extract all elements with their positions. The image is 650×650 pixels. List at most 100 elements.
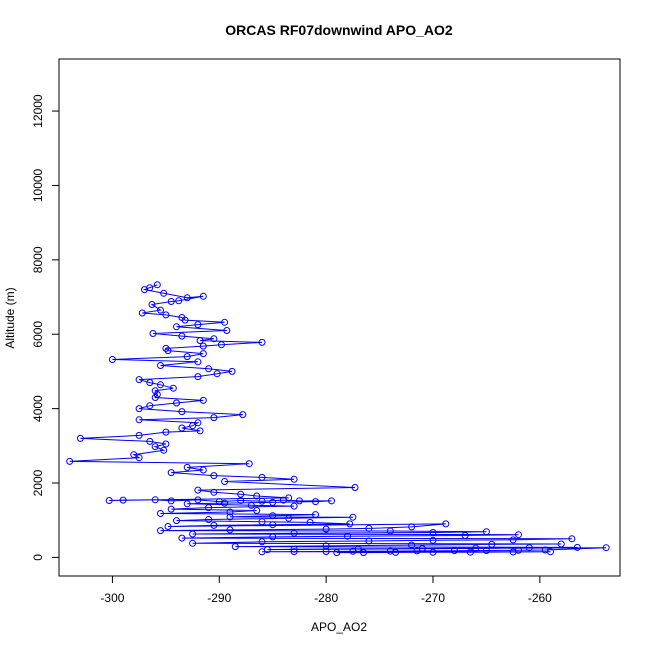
data-point [162,440,170,448]
data-point [141,286,148,294]
data-point [173,399,180,407]
data-point [210,488,218,496]
data-point [333,549,341,557]
data-point [146,379,154,387]
data-point [344,532,351,540]
data-point [258,538,266,546]
data-point [205,365,213,373]
y-tick-label: 8000 [31,246,45,273]
data-point [199,466,207,474]
data-point [199,350,207,358]
data-point [130,451,138,459]
data-point [349,513,357,521]
data-point [196,427,204,435]
data-point [148,301,156,308]
data-point [157,381,164,389]
data-point [488,540,496,548]
data-point [217,341,225,349]
data-point [135,454,143,462]
data-point [199,342,207,350]
data-point [258,338,266,346]
x-tick-label: -290 [207,591,231,605]
y-tick-label: 4000 [31,395,45,422]
data-point [413,547,421,555]
data-point [162,428,170,436]
data-point [205,504,213,512]
data-point [189,539,197,547]
data-point [167,298,175,305]
data-point [360,549,367,557]
data-point [226,526,234,534]
data-point [351,484,359,491]
x-tick-label: -270 [421,591,445,605]
data-point [226,513,234,521]
data-point [194,496,202,504]
data-point [213,370,221,378]
data-point [135,405,143,413]
data-point [164,523,172,530]
data-point [322,548,330,555]
data-point [312,511,319,519]
data-point [178,332,186,340]
data-point [442,520,450,528]
data-point [138,309,146,317]
y-tick-label: 6000 [31,321,45,348]
data-point [66,457,74,465]
data-point [164,347,172,355]
data-point [392,548,400,556]
data-point [258,473,266,481]
data-point [429,529,437,536]
x-axis: -300 -290 -280 -270 -260 [100,576,552,605]
data-point [253,492,261,500]
data-point [76,434,84,442]
data-point [269,512,277,520]
data-point [466,548,474,556]
data-point [269,533,277,541]
x-axis-label: APO_AO2 [311,620,367,634]
data-point [151,394,159,401]
data-point [295,497,303,505]
data-point [157,306,164,314]
data-point [167,505,175,513]
data-point [509,548,517,556]
data-point [365,524,373,532]
data-point [105,497,113,504]
data-point [231,543,239,551]
data-point [119,496,127,504]
data-point [482,528,490,536]
data-point [194,373,202,381]
data-point [173,517,180,525]
data-point [108,356,116,363]
y-axis-label: Altitude (m) [3,287,17,348]
data-point [290,545,298,553]
data-point [178,534,186,542]
data-point [183,294,191,302]
data-point [365,537,373,545]
chart-title: ORCAS RF07downwind APO_AO2 [225,22,453,38]
y-axis: 0 2000 4000 6000 8000 10000 12000 [31,94,59,561]
data-point [151,387,159,395]
data-point [239,411,247,419]
data-point [253,507,261,514]
data-point [349,547,357,555]
data-point [429,548,437,556]
data-point [482,547,490,554]
data-point [322,525,330,533]
data-point [461,532,469,539]
data-point [221,318,229,326]
data-point [312,498,319,506]
data-point [247,501,255,509]
data-point [290,529,298,537]
data-point [194,358,202,366]
y-tick-label: 10000 [31,168,45,202]
data-point [568,535,576,543]
data-point [146,437,154,445]
series-line [69,284,607,554]
data-point [135,376,143,384]
data-point [226,508,234,516]
data-point [162,344,170,352]
data-point [160,289,168,297]
data-point [167,469,175,477]
data-point [149,330,157,337]
